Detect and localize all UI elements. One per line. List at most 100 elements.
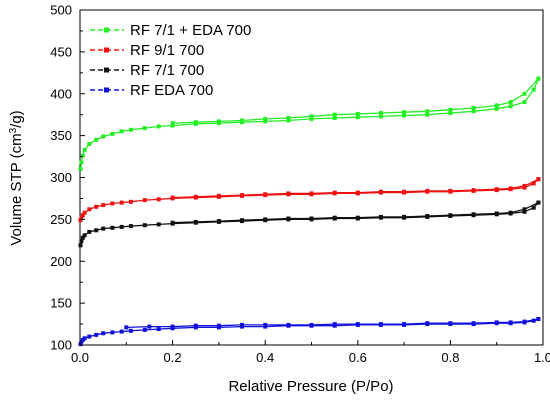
- data-point: [536, 200, 541, 205]
- data-point: [402, 113, 407, 118]
- data-point: [101, 203, 106, 208]
- plot-frame: [79, 9, 544, 346]
- data-point: [142, 223, 147, 228]
- data-point: [147, 324, 152, 329]
- legend-label: RF EDA 700: [130, 82, 213, 99]
- data-point: [240, 118, 244, 123]
- x-axis-title: Relative Pressure (P/Po): [228, 378, 393, 395]
- data-point: [216, 193, 221, 198]
- data-point: [309, 191, 314, 196]
- data-point: [94, 204, 99, 209]
- data-point: [156, 327, 161, 332]
- data-point: [355, 322, 360, 327]
- series-group: [78, 317, 541, 347]
- data-point: [119, 129, 124, 134]
- data-point: [471, 188, 476, 193]
- data-point: [402, 110, 407, 115]
- data-point: [536, 177, 541, 182]
- data-point: [448, 213, 453, 218]
- data-point: [170, 220, 175, 225]
- y-tick-label: 250: [50, 212, 72, 227]
- data-point: [80, 153, 85, 158]
- data-point: [309, 216, 314, 221]
- data-point: [332, 322, 337, 327]
- data-point: [193, 323, 198, 328]
- data-point: [240, 322, 244, 327]
- data-point: [170, 324, 175, 329]
- data-point: [378, 111, 383, 115]
- data-point: [309, 116, 314, 121]
- series-line-desorption: [172, 202, 539, 224]
- data-point: [124, 325, 129, 330]
- legend-marker: [104, 87, 109, 93]
- data-point: [522, 91, 527, 96]
- data-point: [79, 239, 84, 244]
- data-point: [128, 328, 133, 333]
- data-point: [142, 327, 147, 332]
- data-point: [240, 193, 244, 198]
- data-point: [508, 100, 513, 105]
- legend-marker: [104, 67, 109, 73]
- data-point: [536, 76, 541, 81]
- data-point: [402, 189, 407, 194]
- data-point: [448, 111, 453, 115]
- data-point: [471, 106, 476, 110]
- series-group: [78, 200, 541, 248]
- data-point: [110, 330, 115, 335]
- data-point: [170, 195, 175, 200]
- data-point: [263, 192, 268, 197]
- series-line-desorption: [172, 78, 539, 124]
- legend-label: RF 9/1 700: [130, 42, 204, 59]
- data-point: [94, 332, 99, 337]
- data-point: [522, 319, 527, 324]
- data-point: [170, 121, 175, 126]
- data-point: [101, 331, 106, 336]
- y-tick-label: 500: [50, 3, 72, 18]
- data-point: [87, 207, 92, 212]
- series-group: [78, 76, 541, 172]
- legend-marker: [104, 47, 109, 53]
- data-point: [309, 114, 314, 119]
- legend-item: RF 7/1 + EDA 700: [90, 22, 251, 39]
- data-point: [79, 160, 84, 165]
- data-point: [332, 112, 337, 117]
- series-line-adsorption: [79, 202, 539, 246]
- legend-item: RF EDA 700: [90, 82, 213, 99]
- legend-marker: [104, 27, 109, 33]
- data-point: [471, 212, 476, 217]
- x-tick-label: 0.8: [441, 350, 459, 365]
- data-point: [378, 114, 383, 119]
- data-point: [286, 118, 291, 123]
- x-tick-label: 0.4: [256, 350, 274, 365]
- y-tick-label: 400: [50, 86, 72, 101]
- data-point: [355, 215, 360, 220]
- data-point: [193, 194, 198, 199]
- data-point: [142, 126, 147, 131]
- data-point: [263, 322, 268, 327]
- data-point: [425, 188, 430, 193]
- data-point: [128, 127, 133, 132]
- data-point: [378, 189, 383, 194]
- data-point: [101, 134, 106, 139]
- data-point: [79, 215, 84, 220]
- data-point: [80, 235, 85, 240]
- data-point: [332, 215, 337, 220]
- data-point: [522, 100, 527, 105]
- y-tick-label: 100: [50, 338, 72, 353]
- data-point: [522, 209, 527, 214]
- y-axis-title-main: Volume STP (cm: [8, 133, 25, 245]
- data-point: [119, 224, 124, 229]
- data-point: [193, 120, 198, 125]
- data-point: [82, 147, 87, 152]
- data-point: [94, 228, 99, 233]
- data-point: [494, 103, 499, 108]
- data-point: [78, 218, 83, 223]
- data-point: [286, 191, 291, 196]
- y-axis-title-superscript: 3: [8, 127, 19, 133]
- data-point: [536, 317, 541, 321]
- data-point: [128, 199, 133, 204]
- data-point: [80, 213, 85, 218]
- legend-item: RF 7/1 700: [90, 62, 204, 79]
- y-tick-label: 350: [50, 128, 72, 143]
